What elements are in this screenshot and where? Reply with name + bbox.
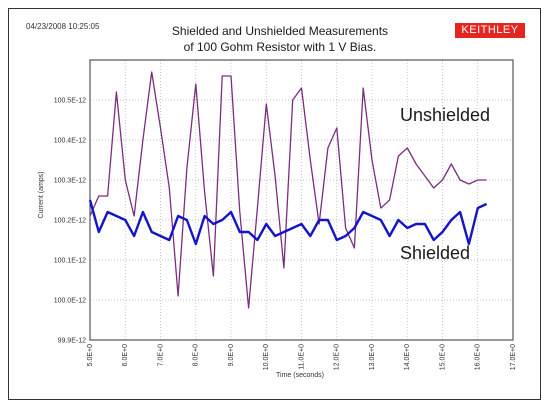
y-tick-label: 100.0E-12 (54, 298, 86, 305)
y-tick-label: 100.5E-12 (54, 98, 86, 105)
y-tick-label: 99.9E-12 (58, 338, 87, 345)
shielded-annotation: Shielded (400, 243, 471, 263)
unshielded-series-line (89, 71, 487, 309)
y-tick-label: 100.3E-12 (54, 178, 86, 185)
y-tick-label: 100.1E-12 (54, 258, 86, 265)
x-tick-label: 14.0E+0 (404, 344, 411, 370)
x-axis-label: Time (seconds) (276, 372, 324, 379)
chart-frame (8, 8, 541, 400)
x-tick-label: 6.0E+0 (122, 344, 129, 366)
chart-title-line2: of 100 Gohm Resistor with 1 V Bias. (183, 40, 377, 54)
y-tick-label: 100.2E-12 (54, 218, 86, 225)
keithley-logo: KEITHLEY (455, 23, 525, 38)
x-tick-label: 11.0E+0 (298, 344, 305, 370)
x-tick-label: 15.0E+0 (439, 344, 446, 370)
chart-title-line1: Shielded and Unshielded Measurements (171, 24, 389, 38)
timestamp: 04/23/2008 10:25:05 (26, 22, 100, 31)
y-tick-labels: 99.9E-12 100.0E-12 100.1E-12 100.2E-12 100.3… (54, 98, 86, 345)
shielded-series-line (88, 199, 488, 246)
series-lines (88, 71, 488, 309)
x-tick-label: 8.0E+0 (193, 344, 200, 366)
x-tick-label: 9.0E+0 (228, 344, 235, 366)
grid (89, 60, 514, 341)
y-axis-label: Current (amps) (38, 171, 45, 219)
x-tick-label: 7.0E+0 (157, 344, 164, 366)
x-tick-label: 17.0E+0 (510, 344, 517, 370)
x-tick-label: 10.0E+0 (263, 344, 270, 370)
x-tick-label: 12.0E+0 (334, 344, 341, 370)
x-tick-label: 5.0E+0 (87, 344, 94, 366)
x-tick-labels: 5.0E+0 6.0E+0 7.0E+0 8.0E+0 9.0E+0 10.0E+0 11.… (87, 344, 517, 370)
x-tick-label: 16.0E+0 (475, 344, 482, 370)
unshielded-annotation: Unshielded (400, 105, 491, 125)
y-tick-label: 100.4E-12 (54, 138, 86, 145)
x-tick-label: 13.0E+0 (369, 344, 376, 370)
